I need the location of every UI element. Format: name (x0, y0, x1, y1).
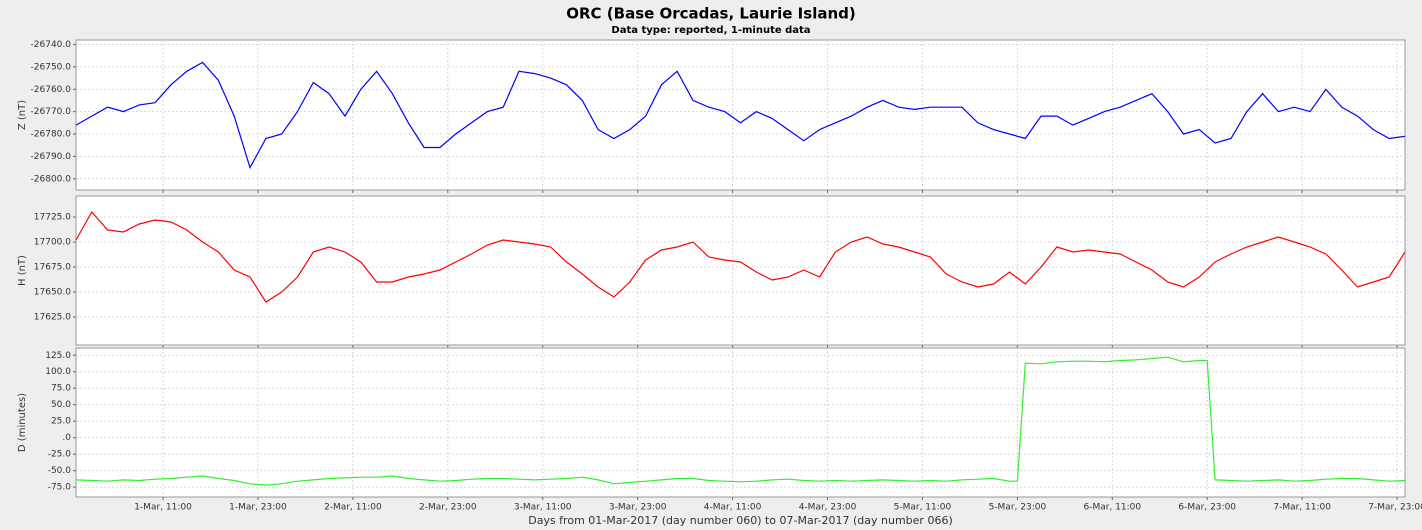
y-tick-label: .0 (62, 433, 71, 443)
plot-area (75, 39, 1406, 191)
x-tick-label: 6-Mar, 23:00 (1178, 503, 1236, 513)
x-tick-label: 2-Mar, 23:00 (419, 503, 477, 513)
y-tick-label: -26800.0 (31, 174, 72, 184)
y-axis-label: Z (nT) (17, 100, 28, 130)
x-tick-label: 7-Mar, 11:00 (1273, 503, 1331, 513)
data-line (75, 210, 1406, 303)
y-tick-label: 17700.0 (34, 238, 71, 248)
y-tick-label: -75.0 (48, 483, 72, 493)
y-tick-label: -26790.0 (31, 152, 72, 162)
y-tick-label: 75.0 (51, 384, 71, 394)
y-tick-label: -25.0 (48, 450, 72, 460)
chart-title: ORC (Base Orcadas, Laurie Island) (566, 5, 855, 23)
y-axis-label: D (minutes) (17, 393, 28, 452)
y-tick-label: -26770.0 (31, 107, 72, 117)
y-axis-label: H (nT) (17, 255, 28, 286)
x-tick-label: 5-Mar, 11:00 (894, 503, 952, 513)
x-tick-label: 3-Mar, 11:00 (514, 503, 572, 513)
y-tick-label: 50.0 (51, 400, 71, 410)
y-tick-label: -26780.0 (31, 130, 72, 140)
y-tick-label: 125.0 (45, 351, 71, 361)
x-tick-label: 1-Mar, 11:00 (134, 503, 192, 513)
x-tick-label: 4-Mar, 23:00 (799, 503, 857, 513)
y-tick-label: 25.0 (51, 417, 71, 427)
y-tick-label: 17675.0 (34, 263, 71, 273)
x-tick-label: 5-Mar, 23:00 (989, 503, 1047, 513)
x-tick-label: 6-Mar, 11:00 (1083, 503, 1141, 513)
chart-subtitle: Data type: reported, 1-minute data (611, 25, 810, 36)
x-tick-label: 4-Mar, 11:00 (704, 503, 762, 513)
plot-area (75, 195, 1406, 346)
x-axis-label: Days from 01-Mar-2017 (day number 060) t… (528, 514, 953, 527)
x-tick-label: 2-Mar, 11:00 (324, 503, 382, 513)
y-tick-label: 17725.0 (34, 213, 71, 223)
x-tick-label: 1-Mar, 23:00 (229, 503, 287, 513)
y-tick-label: -26740.0 (31, 40, 72, 50)
y-tick-label: -50.0 (48, 466, 72, 476)
y-tick-label: 100.0 (45, 367, 71, 377)
y-tick-label: -26760.0 (31, 85, 72, 95)
y-tick-label: 17625.0 (34, 313, 71, 323)
x-tick-label: 7-Mar, 23:00 (1368, 503, 1422, 513)
x-tick-label: 3-Mar, 23:00 (609, 503, 667, 513)
y-tick-label: 17650.0 (34, 288, 71, 298)
y-tick-label: -26750.0 (31, 62, 72, 72)
data-line (75, 356, 1406, 486)
data-line (75, 61, 1406, 170)
plot-area (75, 347, 1406, 498)
